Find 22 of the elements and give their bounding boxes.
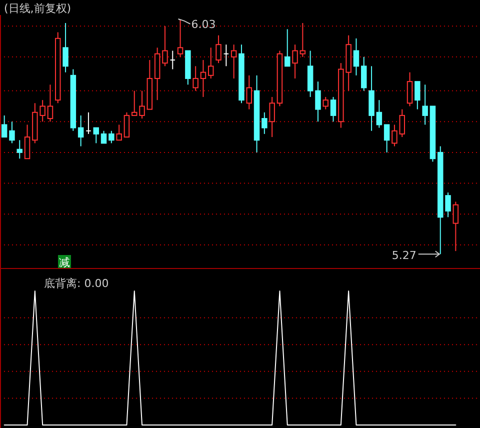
candlestick [353, 38, 360, 76]
chart-title: (日线,前复权) [4, 2, 72, 15]
candlestick [361, 56, 367, 92]
candlestick [315, 81, 321, 122]
chart-title: 底背离: 0.00 [44, 277, 109, 290]
annotation: 6.03 [191, 18, 216, 31]
candlestick [392, 124, 398, 147]
candlestick [422, 84, 428, 126]
annotation: 5.27 [392, 249, 416, 262]
candlestick [376, 100, 382, 128]
candlestick [368, 66, 374, 132]
annotation: 减 [59, 256, 70, 269]
candlestick [223, 44, 230, 67]
candlestick [170, 50, 176, 70]
candlestick [452, 201, 459, 252]
candlestick [78, 114, 84, 147]
candlestick [254, 74, 260, 153]
candlestick [192, 66, 198, 92]
candlestick [62, 22, 68, 73]
candlestick [200, 59, 206, 98]
candlestick [246, 74, 252, 110]
candlestick [154, 47, 160, 101]
